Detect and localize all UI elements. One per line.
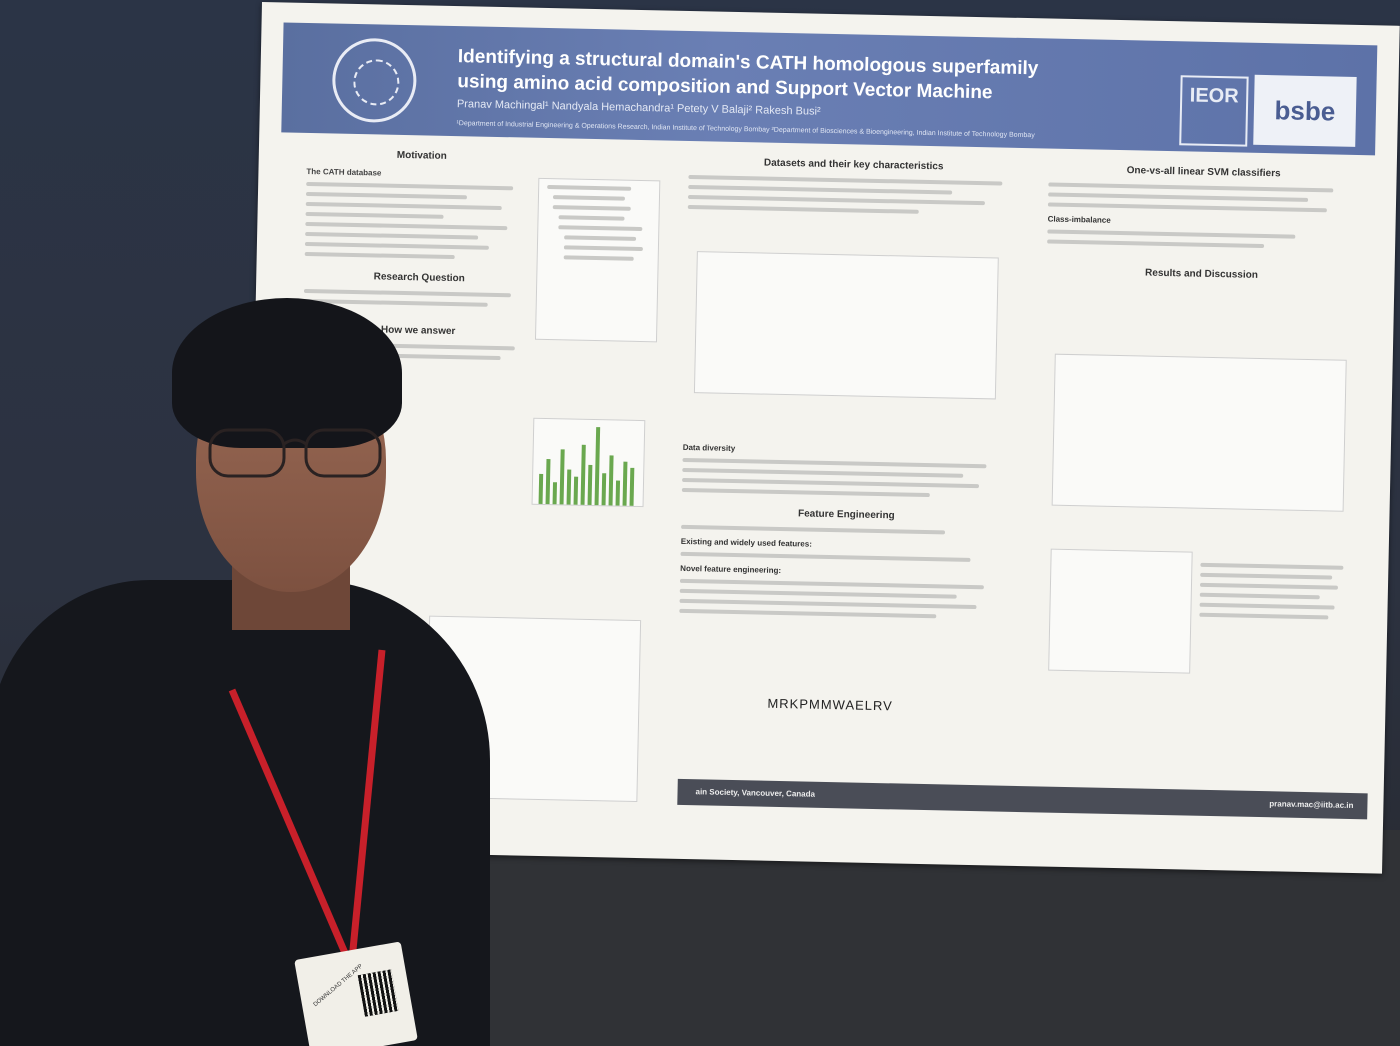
iit-bombay-logo-icon bbox=[331, 37, 418, 124]
data-diversity-block: Data diversity Feature Engineering Exist… bbox=[679, 443, 1013, 626]
poster-title: Identifying a structural domain's CATH h… bbox=[457, 44, 1118, 108]
footer-conference: ain Society, Vancouver, Canada bbox=[695, 787, 816, 799]
poster-authors: Pranav Machingal¹ Nandyala Hemachandra¹ … bbox=[456, 98, 821, 118]
class-imbalance-heading: Class-imbalance bbox=[1047, 214, 1111, 225]
dark-shirt bbox=[0, 580, 490, 1046]
am-comparison-scatter bbox=[1048, 548, 1193, 674]
section-feature-engineering: Feature Engineering bbox=[797, 508, 895, 522]
novel-features-heading: Novel feature engineering: bbox=[680, 563, 782, 575]
qr-code-icon bbox=[357, 969, 399, 1017]
section-research-question: Research Question bbox=[373, 271, 465, 285]
poster-footer: ain Society, Vancouver, Canada pranav.ma… bbox=[677, 778, 1368, 820]
svm-performance-chart bbox=[1051, 353, 1347, 512]
sequence-example: MRKPMMWAELRV bbox=[767, 695, 893, 714]
existing-features-heading: Existing and widely used features: bbox=[680, 536, 813, 549]
lanyard-icon bbox=[228, 649, 386, 962]
results-bullets bbox=[1199, 557, 1350, 626]
poster-affiliations: ¹Department of Industrial Engineering & … bbox=[456, 120, 1035, 140]
section-svm: One-vs-all linear SVM classifiers bbox=[1126, 165, 1281, 180]
footer-email: pranav.mac@iitb.ac.in bbox=[1269, 799, 1354, 811]
hair bbox=[172, 298, 402, 448]
poster-column-middle: Datasets and their key characteristics bbox=[687, 156, 1019, 222]
ieor-logo: IEOR bbox=[1179, 75, 1249, 147]
glasses-icon bbox=[208, 428, 382, 478]
poster-header-banner: Identifying a structural domain's CATH h… bbox=[281, 22, 1378, 156]
poster-column-right: One-vs-all linear SVM classifiers Class-… bbox=[1046, 164, 1358, 291]
domain-sequences-chart bbox=[693, 251, 999, 400]
bsbe-logo: bsbe bbox=[1253, 74, 1357, 147]
data-diversity-heading: Data diversity bbox=[682, 442, 736, 454]
feature-vector-bar-chart bbox=[531, 417, 646, 508]
cath-hierarchy-tree bbox=[534, 177, 661, 343]
badge-text: DOWNLOAD THE APP bbox=[312, 963, 365, 1009]
section-motivation: Motivation bbox=[396, 149, 447, 162]
section-datasets: Datasets and their key characteristics bbox=[763, 157, 944, 173]
name-badge: DOWNLOAD THE APP bbox=[294, 941, 418, 1046]
cath-database-heading: The CATH database bbox=[306, 166, 382, 178]
section-results: Results and Discussion bbox=[1144, 267, 1259, 281]
